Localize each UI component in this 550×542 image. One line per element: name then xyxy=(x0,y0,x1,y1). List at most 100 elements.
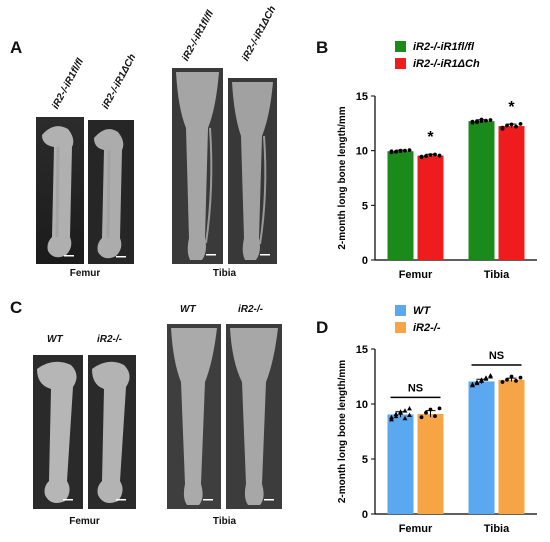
point-0-0-4 xyxy=(407,148,412,153)
x-tick-label-1: Tibia xyxy=(484,523,510,535)
point-1-1-4 xyxy=(518,375,523,380)
point-0-0-8 xyxy=(402,415,408,421)
point-1-1-3 xyxy=(514,379,518,383)
xray-femur-control-a xyxy=(36,117,84,264)
legend-swatch-1 xyxy=(395,58,406,69)
bar-chart-d: WT iR2-/- 0 5 10 15 2-month long bone length/m… xyxy=(337,305,537,535)
point-0-0-9 xyxy=(407,412,412,417)
x-tick-label-1: Tibia xyxy=(484,269,510,281)
point-1-0-6 xyxy=(474,379,480,384)
panel-c-tibia-label-2: iR2-/- xyxy=(238,304,263,315)
point-1-1-3 xyxy=(514,124,518,129)
point-1-1-1 xyxy=(505,123,509,128)
panel-a-tibia-caption: Tibia xyxy=(212,268,237,279)
panel-c-tibia-caption: Tibia xyxy=(212,516,237,527)
significance-1: * xyxy=(508,99,515,116)
legend-label-0: iR2-/-iR1fl/fl xyxy=(413,41,475,53)
legend-swatch-0 xyxy=(395,305,406,316)
panel-c-femur-label-2: iR2-/- xyxy=(97,334,122,345)
bar-chart-b: iR2-/-iR1fl/fl iR2-/-iR1ΔCh 0 5 10 15 2-month … xyxy=(337,41,537,281)
point-0-0-0 xyxy=(389,417,394,422)
point-0-0-3 xyxy=(403,148,407,153)
point-1-1-2 xyxy=(509,122,514,127)
point-1-0-6 xyxy=(475,119,479,124)
xray-femur-ko-c xyxy=(88,355,136,509)
panel-letter-d: D xyxy=(316,318,329,337)
point-1-1-4 xyxy=(518,121,523,126)
point-1-1-2 xyxy=(509,374,514,379)
point-0-0-7 xyxy=(398,148,403,153)
point-0-0-3 xyxy=(402,408,408,413)
panel-a-femur-caption: Femur xyxy=(69,268,101,279)
panel-c-tibia-label-1: WT xyxy=(180,304,196,315)
point-1-0-8 xyxy=(483,375,489,380)
point-0-0-6 xyxy=(393,411,399,416)
y-axis-label: 2-month long bone length/mm xyxy=(337,106,348,249)
x-tick-label-0: Femur xyxy=(399,523,433,535)
point-0-1-1 xyxy=(424,410,428,415)
y-tick-label-1: 5 xyxy=(362,454,368,466)
point-0-1-2 xyxy=(428,153,433,157)
point-1-0-5 xyxy=(470,119,475,124)
point-1-0-4 xyxy=(488,118,493,122)
point-0-0-4 xyxy=(407,406,412,411)
xray-tibia-wt-c xyxy=(167,324,221,509)
panel-a-tibia-label-2: iR2-/-iR1ΔCh xyxy=(240,4,279,63)
point-1-1-5 xyxy=(500,125,505,130)
y-axis-label: 2-month long bone length/mm xyxy=(337,360,348,503)
xray-femur-knockout-a xyxy=(88,120,134,264)
legend-label-0: WT xyxy=(413,305,431,317)
point-0-0-6 xyxy=(394,149,398,154)
point-0-0-5 xyxy=(389,149,394,154)
point-1-1-0 xyxy=(500,380,505,384)
y-tick-label-0: 0 xyxy=(362,509,368,521)
point-0-1-2 xyxy=(428,407,433,412)
point-1-0-3 xyxy=(484,118,488,123)
point-0-1-3 xyxy=(433,152,437,157)
panel-letter-b: B xyxy=(316,38,329,57)
y-tick-label-1: 5 xyxy=(362,200,368,212)
point-1-1-1 xyxy=(505,377,509,382)
point-1-0-7 xyxy=(479,117,484,122)
point-0-1-5 xyxy=(419,155,424,160)
bar-0-1 xyxy=(417,155,444,260)
point-0-1-1 xyxy=(424,154,428,159)
point-1-0-9 xyxy=(488,373,493,378)
y-tick-label-3: 15 xyxy=(356,344,368,356)
point-0-1-4 xyxy=(437,406,442,411)
panel-letter-c: C xyxy=(10,298,23,317)
y-tick-label-2: 10 xyxy=(356,399,368,411)
panel-letter-a: A xyxy=(10,38,23,57)
point-0-0-1 xyxy=(393,413,399,419)
bar-0-0 xyxy=(387,414,414,514)
point-0-1-4 xyxy=(437,153,442,158)
panel-a-femur-label-1: iR2-/-iR1fl/fl xyxy=(50,56,87,111)
significance-0: NS xyxy=(408,382,423,394)
bar-0-1 xyxy=(417,413,444,514)
y-tick-label-0: 0 xyxy=(362,255,368,267)
point-0-0-7 xyxy=(398,409,403,414)
panel-a-femur-label-2: iR2-/-iR1ΔCh xyxy=(100,52,139,111)
point-0-0-5 xyxy=(389,414,394,420)
bar-1-1 xyxy=(498,379,525,514)
point-0-1-0 xyxy=(419,415,424,420)
legend-label-1: iR2-/-iR1ΔCh xyxy=(413,58,480,70)
legend-label-1: iR2-/- xyxy=(413,322,441,334)
point-0-1-3 xyxy=(433,414,437,418)
significance-1: NS xyxy=(489,350,504,362)
panel-c-femur-label-1: WT xyxy=(47,334,63,345)
bar-0-0 xyxy=(387,151,414,260)
y-tick-label-2: 10 xyxy=(356,146,368,158)
point-1-0-7 xyxy=(479,377,484,382)
legend-swatch-0 xyxy=(395,41,406,52)
panel-a-tibia-label-1: iR2-/-iR1fl/fl xyxy=(180,8,217,63)
xray-tibia-knockout-a xyxy=(228,78,277,264)
bar-1-0 xyxy=(468,381,495,514)
point-1-0-5 xyxy=(470,381,475,387)
bar-1-1 xyxy=(498,126,525,260)
bar-1-0 xyxy=(468,121,495,260)
xray-tibia-control-a xyxy=(172,68,223,264)
panel-c-femur-caption: Femur xyxy=(69,516,100,527)
legend-swatch-1 xyxy=(395,322,406,333)
xray-femur-wt-c xyxy=(33,355,83,509)
